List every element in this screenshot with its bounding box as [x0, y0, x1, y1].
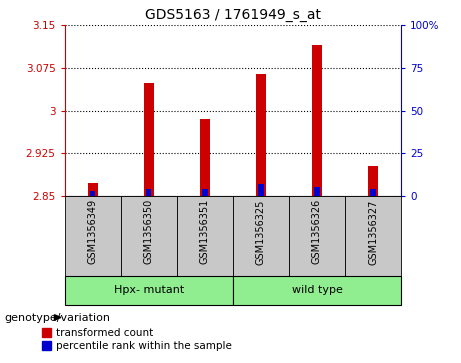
Bar	[200, 119, 210, 196]
Bar	[370, 189, 376, 196]
Bar	[90, 191, 95, 196]
Bar	[256, 74, 266, 196]
Bar	[314, 187, 320, 196]
Text: GSM1356326: GSM1356326	[312, 199, 322, 265]
Text: GSM1356327: GSM1356327	[368, 199, 378, 265]
Text: genotype/variation: genotype/variation	[5, 313, 111, 323]
Text: wild type: wild type	[291, 285, 343, 295]
Bar	[233, 276, 401, 305]
Bar	[146, 189, 152, 196]
Bar	[121, 196, 177, 276]
Bar	[233, 196, 289, 276]
Bar	[312, 45, 322, 196]
Bar	[177, 196, 233, 276]
Bar	[65, 276, 233, 305]
Text: GSM1356325: GSM1356325	[256, 199, 266, 265]
Text: GSM1356351: GSM1356351	[200, 199, 210, 265]
Bar	[88, 183, 98, 196]
Bar	[202, 189, 207, 196]
Bar	[144, 83, 154, 196]
Bar	[289, 196, 345, 276]
Bar	[368, 167, 378, 196]
Text: Hpx- mutant: Hpx- mutant	[113, 285, 184, 295]
Text: GSM1356350: GSM1356350	[144, 199, 154, 265]
Polygon shape	[54, 315, 61, 320]
Bar	[258, 184, 264, 196]
Text: GSM1356349: GSM1356349	[88, 199, 98, 264]
Title: GDS5163 / 1761949_s_at: GDS5163 / 1761949_s_at	[145, 8, 321, 22]
Legend: transformed count, percentile rank within the sample: transformed count, percentile rank withi…	[42, 328, 231, 351]
Bar	[345, 196, 401, 276]
Bar	[65, 196, 121, 276]
